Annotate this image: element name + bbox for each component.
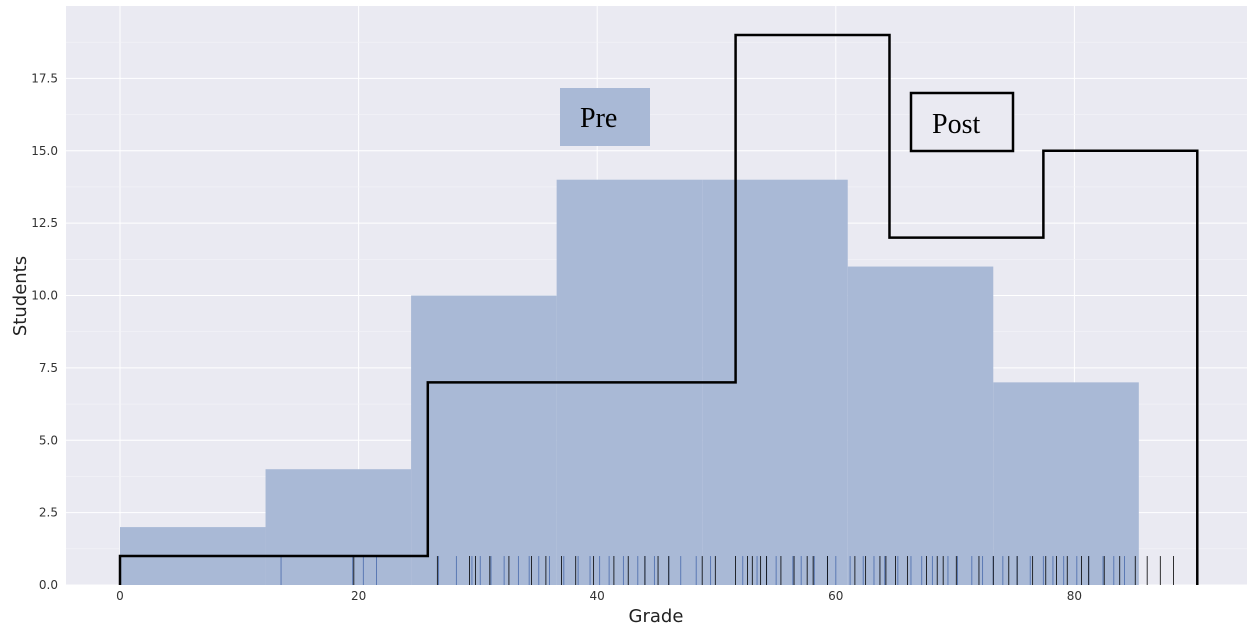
y-tick-label: 0.0 [39, 578, 58, 592]
y-axis-label: Students [10, 256, 31, 336]
y-tick-label: 5.0 [39, 433, 58, 447]
x-tick-label: 20 [351, 589, 366, 603]
post-legend-box [909, 91, 1015, 153]
pre-legend-box [560, 88, 650, 146]
pre-bar [847, 266, 994, 585]
post-histogram-step [118, 33, 1199, 585]
post-rug-marks [353, 556, 1174, 585]
post-legend: Post [909, 91, 1015, 153]
y-tick-label: 12.5 [31, 216, 58, 230]
x-tick-labels: 0 20 40 60 80 [116, 589, 1082, 603]
pre-legend-label: Pre [580, 103, 617, 134]
x-tick-label: 80 [1067, 589, 1082, 603]
pre-bar [265, 469, 412, 585]
y-tick-label: 7.5 [39, 361, 58, 375]
x-tick-label: 0 [116, 589, 124, 603]
x-axis-label: Grade [629, 606, 684, 627]
post-legend-label: Post [932, 109, 980, 140]
pre-bar [993, 382, 1139, 585]
x-tick-label: 60 [828, 589, 843, 603]
y-tick-label: 17.5 [31, 71, 58, 85]
pre-bar [411, 295, 557, 585]
x-tick-label: 40 [590, 589, 605, 603]
y-tick-label: 10.0 [31, 289, 58, 303]
y-tick-labels: 0.0 2.5 5.0 7.5 10.0 12.5 15.0 17.5 [31, 71, 58, 592]
pre-legend: Pre [560, 88, 650, 146]
y-tick-label: 15.0 [31, 144, 58, 158]
y-tick-label: 2.5 [39, 506, 58, 520]
